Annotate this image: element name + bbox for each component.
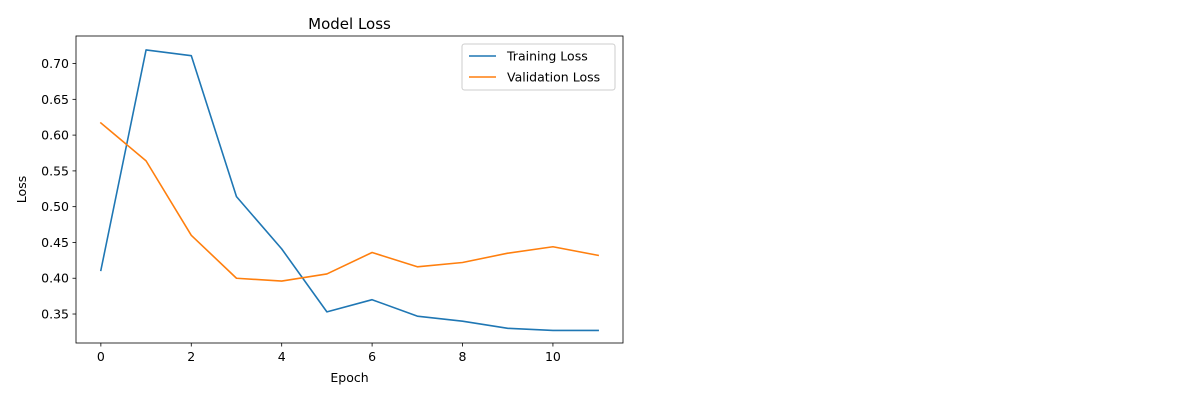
y-tick-label: 0.70 — [41, 56, 69, 71]
legend-label-validation-loss: Validation Loss — [507, 70, 600, 85]
legend-box — [461, 43, 616, 91]
chart-title: Model Loss — [308, 15, 391, 33]
x-tick-label: 8 — [459, 349, 467, 364]
legend: Training Loss Validation Loss — [461, 43, 616, 91]
y-tick-label: 0.35 — [41, 307, 69, 322]
y-tick-label: 0.55 — [41, 163, 69, 178]
validation-loss-line — [99, 121, 600, 282]
y-tick-label: 0.40 — [41, 271, 69, 286]
x-tick-label: 6 — [368, 349, 376, 364]
x-tick-label: 10 — [545, 349, 561, 364]
x-axis-title: Epoch — [330, 370, 368, 385]
training-loss-line — [99, 49, 599, 332]
y-tick-label: 0.45 — [41, 235, 69, 250]
x-tick-label: 2 — [187, 349, 195, 364]
axes-layer: 0 2 4 6 8 10 0.35 0.40 0.45 0.50 0.55 0.60 0.65 0.70 — [41, 35, 624, 364]
x-tick-label: 4 — [278, 349, 286, 364]
y-tick-label: 0.60 — [41, 128, 69, 143]
y-tick-label: 0.50 — [41, 199, 69, 214]
x-tick-label: 0 — [97, 349, 105, 364]
legend-label-training-loss: Training Loss — [506, 49, 588, 64]
y-axis-title: Loss — [14, 176, 29, 203]
y-tick-label: 0.65 — [41, 92, 69, 107]
plot-frame — [75, 35, 624, 344]
series-layer — [99, 49, 600, 332]
